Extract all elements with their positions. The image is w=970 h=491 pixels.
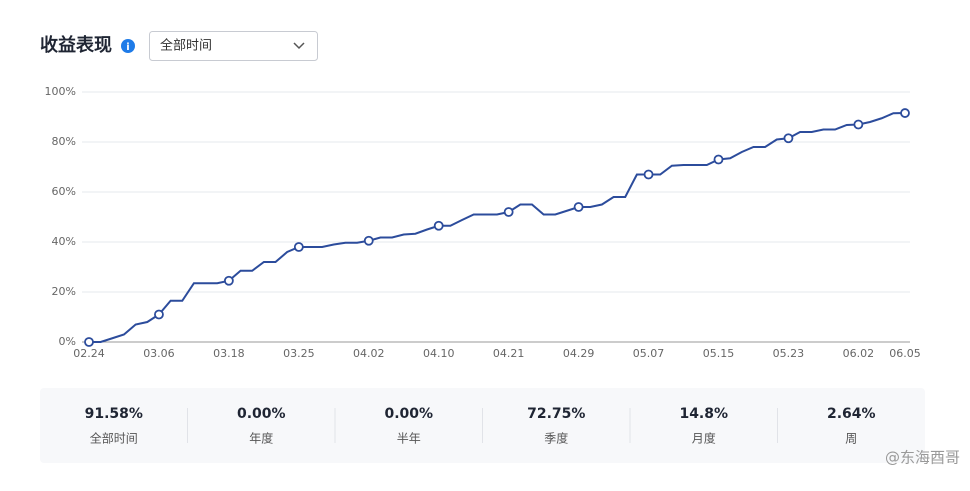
dropdown-value: 全部时间 — [160, 38, 212, 54]
x-tick-label: 06.02 — [843, 347, 875, 360]
x-tick-label: 03.25 — [283, 347, 315, 360]
x-tick-label: 05.07 — [633, 347, 665, 360]
y-tick-label: 60% — [52, 185, 76, 198]
watermark: @东海酉哥 — [885, 449, 960, 467]
y-tick-label: 20% — [52, 285, 76, 298]
stat-label: 年度 — [249, 431, 273, 446]
point-marker — [713, 154, 724, 165]
y-tick-label: 80% — [52, 135, 76, 148]
stat-label: 全部时间 — [90, 431, 138, 446]
point-marker — [363, 235, 374, 246]
y-tick-label: 0% — [59, 335, 76, 348]
point-marker — [853, 119, 864, 130]
stat-value: 72.75% — [527, 406, 585, 422]
stat-value: 2.64% — [827, 406, 876, 422]
x-tick-label: 02.24 — [73, 347, 105, 360]
x-tick-label: 04.02 — [353, 347, 385, 360]
info-icon-glyph: i — [126, 42, 129, 53]
x-tick-label: 05.15 — [703, 347, 735, 360]
x-tick-label: 04.21 — [493, 347, 525, 360]
stat-value: 14.8% — [679, 406, 728, 422]
stat-label: 月度 — [692, 431, 716, 446]
point-marker — [573, 202, 584, 212]
x-tick-label: 04.29 — [563, 347, 595, 360]
period-dropdown[interactable] — [149, 31, 318, 61]
stat-value: 0.00% — [384, 406, 433, 422]
chart-title: 收益表现 — [40, 34, 112, 56]
point-marker — [84, 337, 94, 347]
point-marker — [783, 133, 794, 144]
point-marker — [154, 309, 164, 320]
dropdown-arrow — [293, 42, 305, 50]
x-tick-label: 03.18 — [213, 347, 245, 360]
stat-value: 0.00% — [237, 406, 286, 422]
info-icon[interactable] — [121, 39, 135, 53]
stat-label: 周 — [845, 432, 857, 446]
stat-label: 季度 — [544, 431, 568, 446]
end-marker — [900, 108, 910, 118]
x-tick-label: 04.10 — [423, 347, 455, 360]
x-tick-label: 03.06 — [143, 347, 175, 360]
point-marker — [223, 275, 234, 286]
line — [89, 112, 906, 343]
point-marker — [293, 242, 304, 252]
y-tick-label: 40% — [52, 235, 76, 248]
y-tick-label: 100% — [45, 85, 76, 98]
x-tick-label: 06.05 — [889, 347, 921, 360]
x-tick-label: 05.23 — [773, 347, 805, 360]
point-marker — [643, 169, 654, 180]
point-marker — [433, 220, 444, 231]
stat-label: 半年 — [397, 432, 421, 446]
stat-value: 91.58% — [85, 406, 143, 422]
point-marker — [503, 207, 514, 217]
